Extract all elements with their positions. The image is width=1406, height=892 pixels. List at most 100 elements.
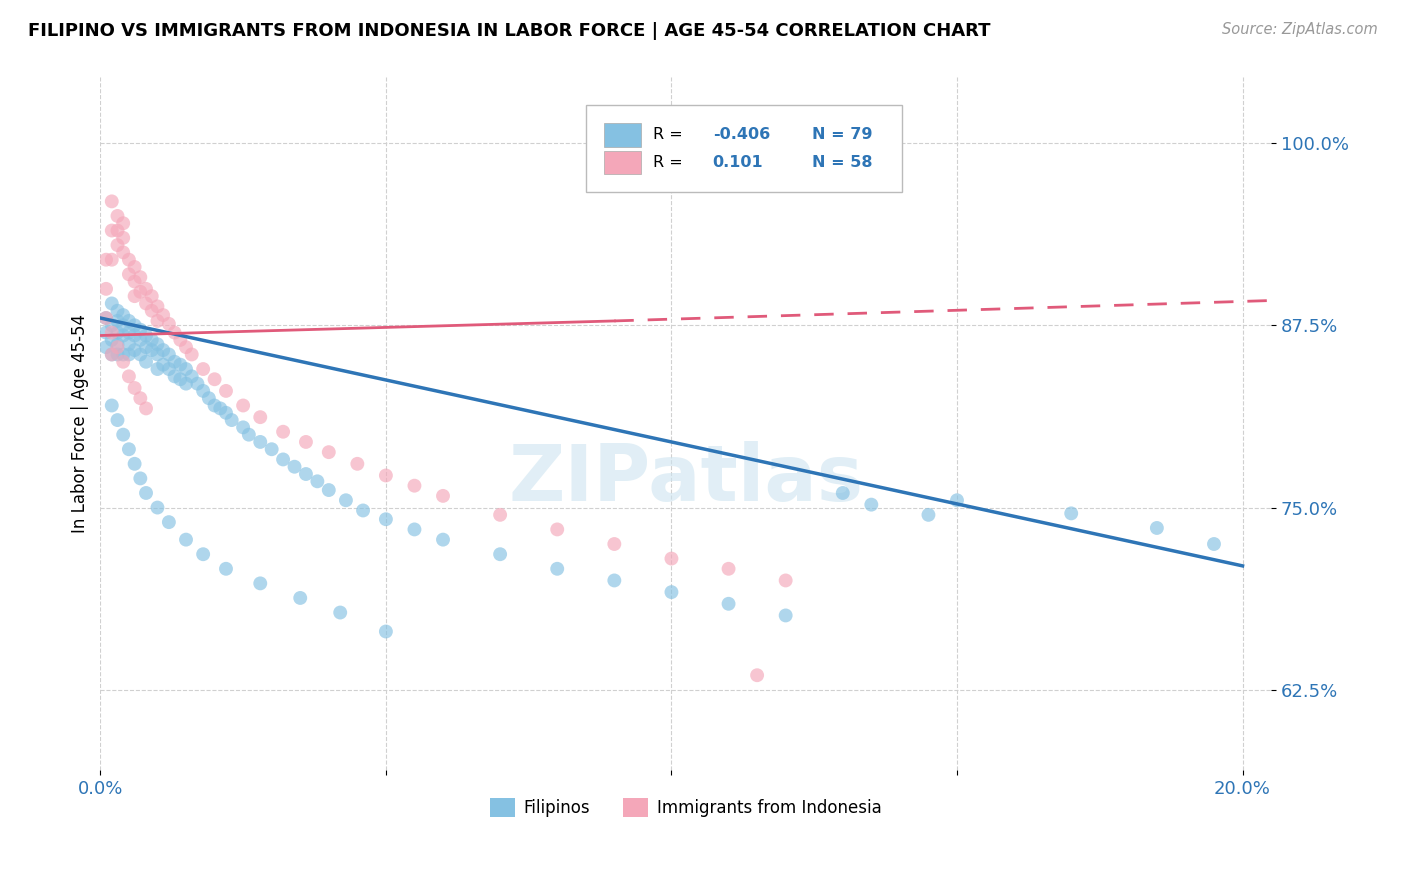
Point [129,285,152,299]
Point [374,624,396,639]
Point [118,314,141,328]
Point [100,296,122,310]
Y-axis label: In Labor Force | Age 45-54: In Labor Force | Age 45-54 [72,314,89,533]
Point [124,318,146,333]
Point [489,508,512,522]
Point [112,328,135,343]
Point [432,533,454,547]
Point [260,442,283,457]
Point [100,333,122,347]
Point [318,483,340,497]
Point [100,399,122,413]
Point [157,362,180,376]
Point [661,585,683,599]
Point [271,452,294,467]
Point [215,562,238,576]
Point [124,289,146,303]
Point [135,486,157,500]
Text: R =: R = [652,155,693,170]
Point [603,537,626,551]
Point [295,467,318,481]
Point [118,337,141,351]
Point [775,574,797,588]
Point [152,358,174,372]
Point [157,347,180,361]
Point [1202,537,1225,551]
Point [169,333,191,347]
Point [100,318,122,333]
Point [489,547,512,561]
Point [335,493,357,508]
Point [174,340,197,354]
Point [141,343,163,357]
Point [249,410,271,425]
Point [221,413,243,427]
Point [107,337,129,351]
Point [107,340,129,354]
Point [107,238,129,252]
Point [163,355,186,369]
Point [198,391,221,405]
Point [94,311,117,326]
Point [112,245,135,260]
Point [152,343,174,357]
Point [249,434,271,449]
Point [124,457,146,471]
Point [100,326,122,340]
Point [191,362,214,376]
Point [112,427,135,442]
Point [307,475,329,489]
Point [107,223,129,237]
Point [1060,507,1083,521]
Point [135,296,157,310]
Point [157,317,180,331]
Point [112,355,135,369]
Point [107,303,129,318]
Point [404,478,426,492]
Text: 0.101: 0.101 [713,155,763,170]
Point [129,347,152,361]
Point [204,399,226,413]
Point [432,489,454,503]
Point [174,533,197,547]
Point [346,457,368,471]
Point [94,340,117,354]
Point [112,318,135,333]
Point [163,326,186,340]
Point [352,503,374,517]
Point [107,326,129,340]
Point [404,523,426,537]
Point [157,515,180,529]
Point [831,486,853,500]
Point [112,231,135,245]
Point [603,574,626,588]
Point [271,425,294,439]
FancyBboxPatch shape [603,123,641,146]
Point [135,282,157,296]
Point [135,328,157,343]
Point [141,289,163,303]
Point [169,358,191,372]
Point [112,347,135,361]
Point [1146,521,1168,535]
Point [100,223,122,237]
Point [946,493,969,508]
Point [546,562,568,576]
Point [100,347,122,361]
Point [94,282,117,296]
Point [141,333,163,347]
Point [124,275,146,289]
Point [232,399,254,413]
Point [118,442,141,457]
Point [745,668,768,682]
Text: Source: ZipAtlas.com: Source: ZipAtlas.com [1222,22,1378,37]
Point [174,376,197,391]
Point [191,547,214,561]
Text: N = 58: N = 58 [813,155,873,170]
Point [146,362,169,376]
Point [135,401,157,416]
Point [329,606,352,620]
Point [124,328,146,343]
Point [232,420,254,434]
Point [94,252,117,267]
